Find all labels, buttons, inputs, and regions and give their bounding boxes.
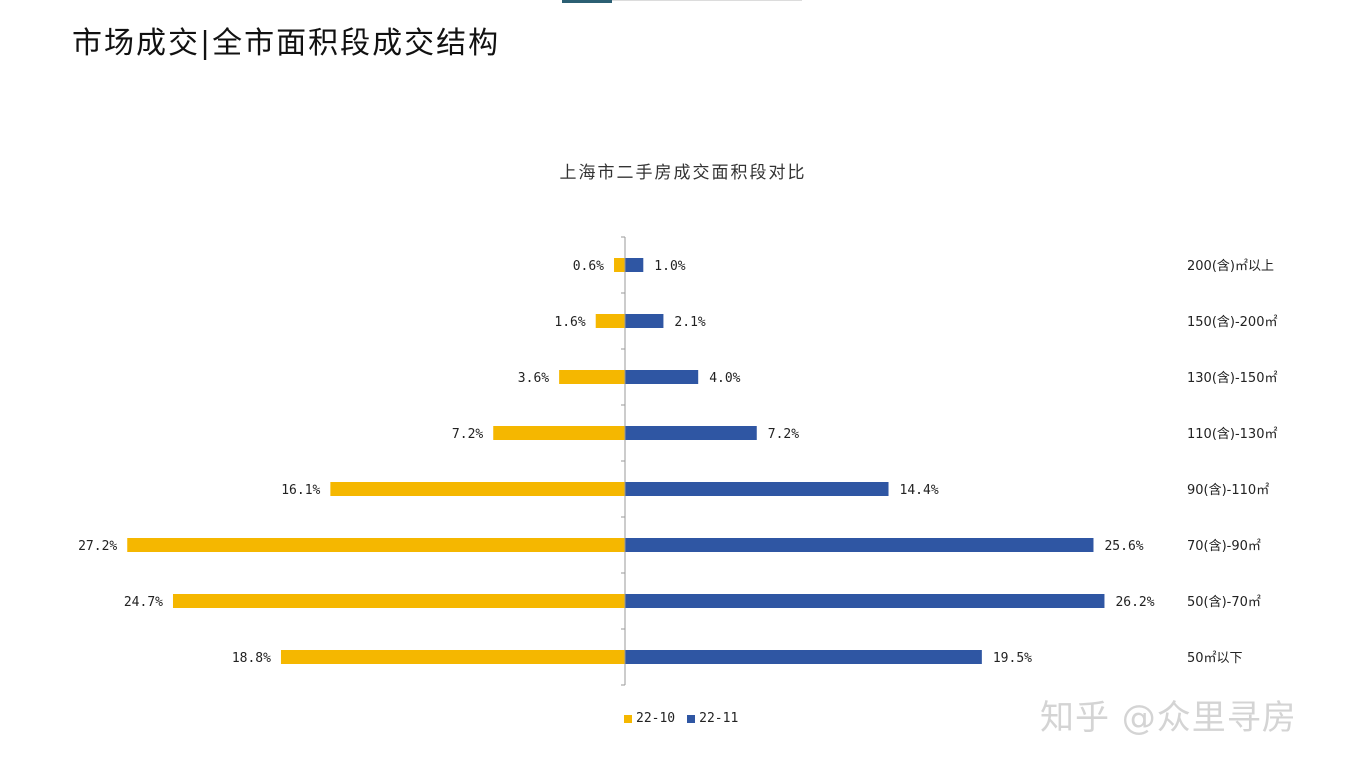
bar-22-10: [614, 258, 625, 272]
data-labels: 0.6% 1.0% 1.6% 2.1% 3.6% 4.0% 7.2% 7.2% 16.1% 14.…: [78, 259, 1155, 666]
legend-swatch-22-10: [624, 714, 632, 723]
bar-22-10: [127, 538, 626, 552]
watermark: 知乎 @众里寻房: [1040, 698, 1297, 738]
series-22-11-bars: [625, 258, 1105, 664]
data-label-22-10: 3.6%: [518, 371, 549, 386]
data-label-22-11: 26.2%: [1115, 595, 1154, 610]
legend-label-22-11: 22-11: [699, 711, 739, 726]
data-label-22-10: 0.6%: [573, 259, 604, 274]
legend-item-22-11: 22-11: [687, 711, 738, 726]
chart-legend: 22-10 22-11: [624, 711, 738, 726]
center-axis: [621, 236, 626, 686]
category-label: 110(含)-130㎡: [1187, 426, 1277, 442]
data-label-22-10: 16.1%: [281, 483, 320, 498]
category-label: 70(含)-90㎡: [1187, 538, 1261, 554]
category-label: 150(含)-200㎡: [1187, 314, 1277, 330]
legend-swatch-22-11: [687, 714, 696, 723]
data-label-22-11: 14.4%: [900, 483, 939, 498]
bar-22-10: [172, 594, 626, 608]
category-labels: 200(含)㎡以上 150(含)-200㎡ 130(含)-150㎡ 110(含)-13…: [1187, 258, 1277, 666]
bar-22-10: [559, 370, 625, 384]
data-label-22-10: 18.8%: [232, 651, 271, 666]
category-label: 200(含)㎡以上: [1187, 258, 1274, 274]
bar-22-11: [625, 426, 757, 440]
data-label-22-11: 19.5%: [993, 651, 1032, 666]
bar-22-10: [280, 650, 625, 664]
data-label-22-10: 1.6%: [554, 315, 585, 330]
top-accent-bar: [562, 0, 612, 3]
data-label-22-11: 7.2%: [768, 427, 799, 442]
top-rule: [612, 0, 802, 1]
chart-title: 上海市二手房成交面积段对比: [559, 163, 807, 183]
bar-22-10: [595, 314, 625, 328]
slide-title: 市场成交|全市面积段成交结构: [72, 26, 501, 61]
series-22-10-bars: [127, 258, 626, 664]
data-label-22-10: 7.2%: [452, 427, 483, 442]
bar-22-11: [625, 258, 644, 272]
bar-22-11: [625, 538, 1094, 552]
data-label-22-11: 2.1%: [674, 315, 705, 330]
category-label: 90(含)-110㎡: [1187, 482, 1269, 498]
category-label: 50(含)-70㎡: [1187, 594, 1261, 610]
data-label-22-10: 27.2%: [78, 539, 117, 554]
bar-22-11: [625, 314, 664, 328]
data-label-22-11: 4.0%: [709, 371, 740, 386]
data-label-22-11: 25.6%: [1104, 539, 1143, 554]
bar-22-10: [330, 482, 625, 496]
category-label: 50㎡以下: [1187, 651, 1243, 666]
legend-label-22-10: 22-10: [636, 711, 676, 726]
data-label-22-10: 24.7%: [124, 595, 163, 610]
bar-22-11: [625, 650, 982, 664]
legend-item-22-10: 22-10: [624, 711, 675, 726]
bar-22-10: [493, 426, 625, 440]
bar-22-11: [625, 594, 1105, 608]
data-label-22-11: 1.0%: [654, 259, 685, 274]
category-label: 130(含)-150㎡: [1187, 370, 1277, 386]
bar-22-11: [625, 370, 699, 384]
bar-22-11: [625, 482, 889, 496]
